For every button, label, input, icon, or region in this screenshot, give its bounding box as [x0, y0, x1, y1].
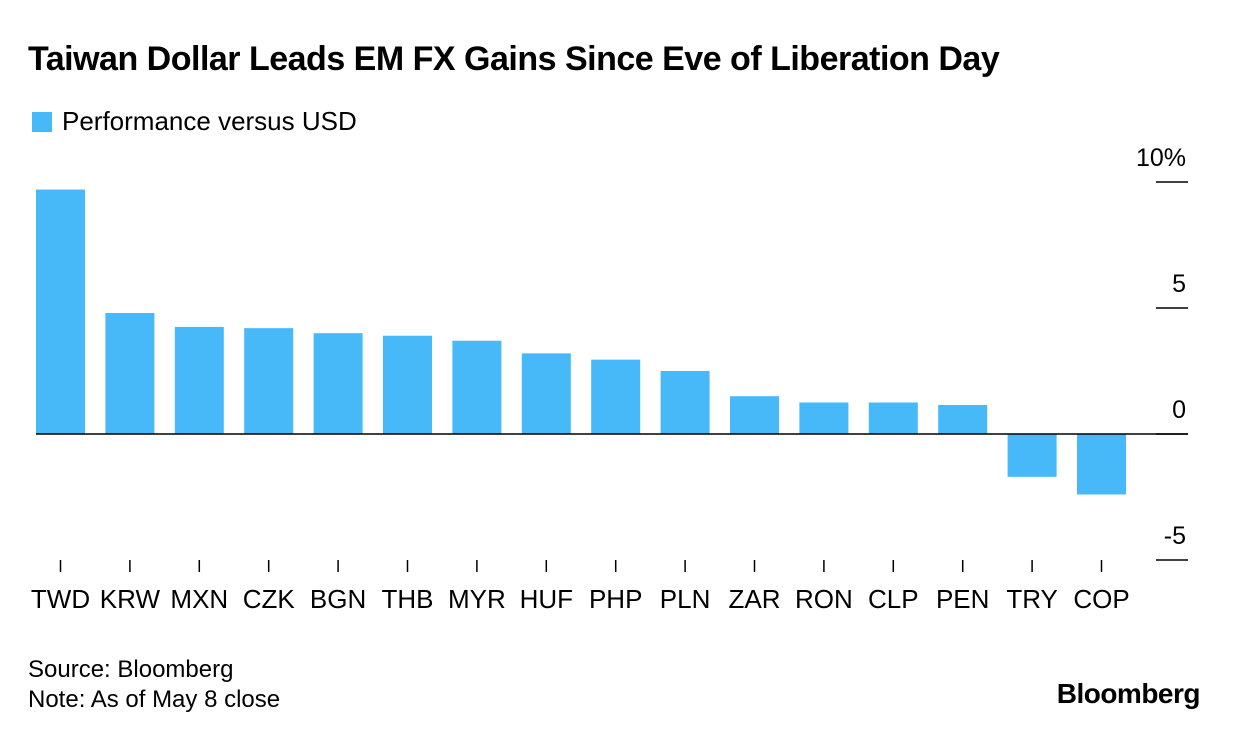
bars	[36, 189, 1126, 495]
y-tick-label: 0	[1172, 396, 1186, 424]
y-tick-label: 5	[1172, 270, 1186, 298]
x-tick-label: KRW	[100, 584, 161, 614]
x-tick-label: MXN	[170, 584, 228, 614]
bar-clp	[868, 402, 918, 434]
bar-huf	[521, 353, 571, 434]
bar-czk	[244, 328, 294, 434]
bar-bgn	[313, 333, 363, 434]
y-tick-label: 10%	[1136, 144, 1186, 172]
x-tick-label: PLN	[660, 584, 711, 614]
bar-pen	[938, 405, 988, 434]
x-tick-label: PHP	[589, 584, 642, 614]
x-tick-label: PEN	[936, 584, 989, 614]
x-tick-label: RON	[795, 584, 853, 614]
x-tick-label: COP	[1073, 584, 1129, 614]
bar-php	[591, 359, 641, 434]
date-note: Note: As of May 8 close	[28, 686, 281, 713]
x-tick-label: BGN	[310, 584, 366, 614]
x-tick-label: TRY	[1006, 584, 1058, 614]
legend-label: Performance versus USD	[62, 106, 357, 136]
bar-krw	[105, 313, 155, 434]
bar-myr	[452, 340, 502, 434]
bar-pln	[660, 371, 710, 434]
bar-cop	[1077, 434, 1126, 495]
y-ticks: 10% 5 0 -5	[1136, 144, 1188, 561]
bar-try	[1007, 434, 1057, 477]
source-note: Source: Bloomberg	[28, 656, 234, 683]
x-ticks	[59, 560, 1103, 572]
x-tick-label: CLP	[868, 584, 919, 614]
x-tick-label: TWD	[31, 584, 90, 614]
legend: Performance versus USD	[32, 106, 357, 137]
bloomberg-logo: Bloomberg	[1056, 678, 1201, 709]
x-tick-label: MYR	[448, 584, 506, 614]
x-tick-label: THB	[382, 584, 434, 614]
bar-chart: 10% 5 0 -5 TWD KRW MXN CZK BGN THB MYR HUF PHP PLN ZA…	[31, 144, 1188, 614]
x-tick-label: HUF	[520, 584, 573, 614]
bar-twd	[36, 189, 85, 434]
x-tick-label: ZAR	[729, 584, 781, 614]
x-labels: TWD KRW MXN CZK BGN THB MYR HUF PHP PLN ZAR RON CLP P…	[31, 584, 1130, 614]
chart-title: Taiwan Dollar Leads EM FX Gains Since Ev…	[28, 40, 1000, 78]
bar-mxn	[174, 326, 224, 434]
legend-swatch	[32, 111, 52, 132]
x-tick-label: CZK	[243, 584, 296, 614]
bar-zar	[730, 396, 779, 434]
y-tick-label: -5	[1164, 522, 1186, 550]
bar-ron	[799, 402, 849, 434]
bar-thb	[383, 335, 432, 434]
